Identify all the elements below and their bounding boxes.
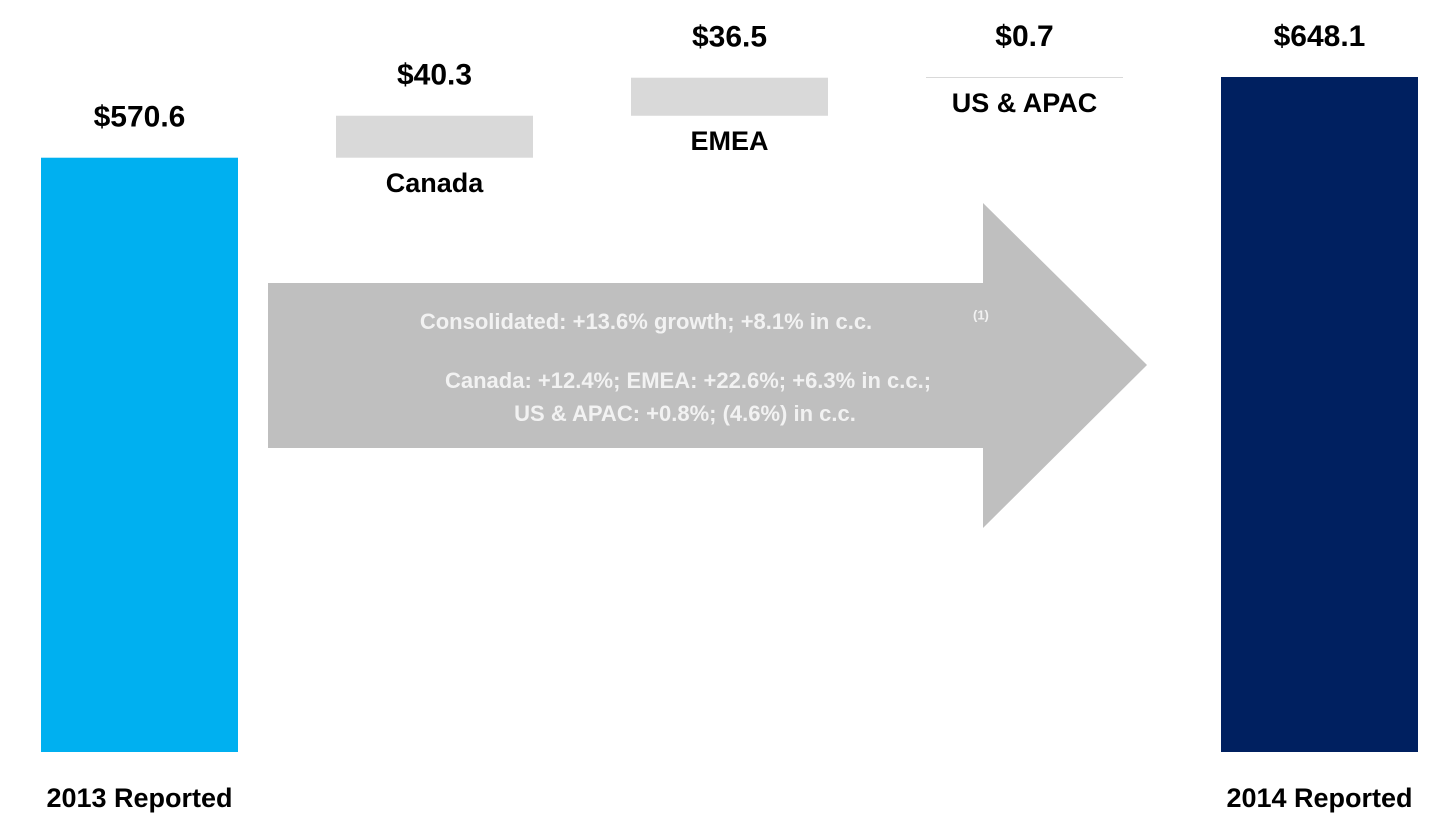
bar: [41, 157, 238, 753]
bar: [631, 77, 828, 116]
bar: [1221, 77, 1418, 752]
annotation: Canada: +12.4%; EMEA: +22.6%; +6.3% in c…: [445, 368, 931, 393]
bar: [336, 115, 533, 158]
value-label: $648.1: [1274, 20, 1366, 53]
annotation: US & APAC: +0.8%; (4.6%) in c.c.: [514, 401, 856, 426]
annotation-superscript: (1): [973, 307, 989, 322]
category-label: EMEA: [690, 126, 768, 156]
value-label: $40.3: [397, 59, 472, 92]
value-label: $0.7: [995, 20, 1053, 53]
category-label: 2014 Reported: [1226, 783, 1412, 813]
value-label: $570.6: [94, 101, 186, 134]
category-label: Canada: [386, 168, 485, 198]
value-label: $36.5: [692, 21, 767, 54]
category-label: 2013 Reported: [46, 783, 232, 813]
category-label: US & APAC: [952, 88, 1098, 118]
bar: [926, 77, 1123, 78]
arrow: [268, 203, 1147, 528]
annotation: Consolidated: +13.6% growth; +8.1% in c.…: [420, 309, 872, 334]
